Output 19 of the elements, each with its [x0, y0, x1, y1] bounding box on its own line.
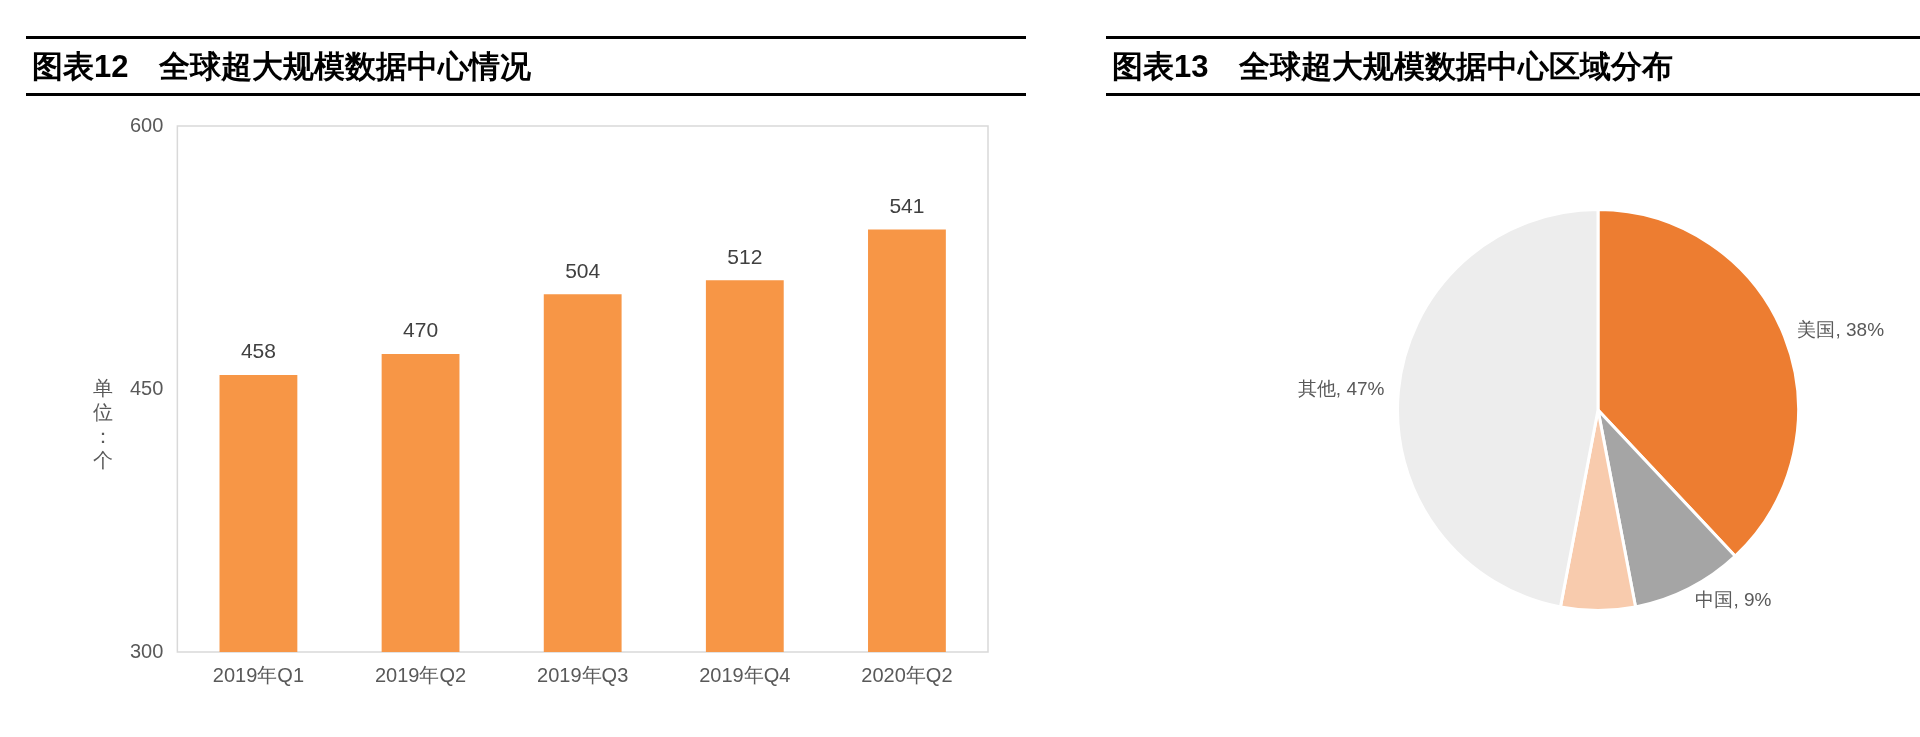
data-label: 470 [403, 318, 439, 342]
chart-title: 图表13 全球超大规模数据中心区域分布 [1106, 36, 1920, 96]
x-tick-label: 2019年Q3 [537, 663, 629, 686]
data-label: 458 [240, 339, 276, 363]
slice-label: 中国, 9% [1695, 589, 1772, 611]
chart-title: 图表12 全球超大规模数据中心情况 [26, 36, 1026, 96]
data-label: 504 [565, 258, 601, 282]
x-tick-label: 2019年Q4 [699, 663, 791, 686]
y-tick-label: 450 [129, 376, 164, 399]
y-tick-label: 300 [129, 639, 164, 662]
y-axis-title: 单位：个 [92, 376, 114, 472]
x-tick-label: 2019年Q1 [212, 663, 305, 686]
x-tick-label: 2020年Q2 [861, 663, 953, 686]
y-tick-label: 600 [129, 113, 164, 136]
slice-label: 其他, 47% [1297, 378, 1385, 400]
x-tick-label: 2019年Q2 [374, 663, 467, 686]
data-label: 512 [727, 244, 763, 268]
data-label: 541 [889, 193, 925, 217]
slice-label: 美国, 38% [1797, 319, 1885, 341]
